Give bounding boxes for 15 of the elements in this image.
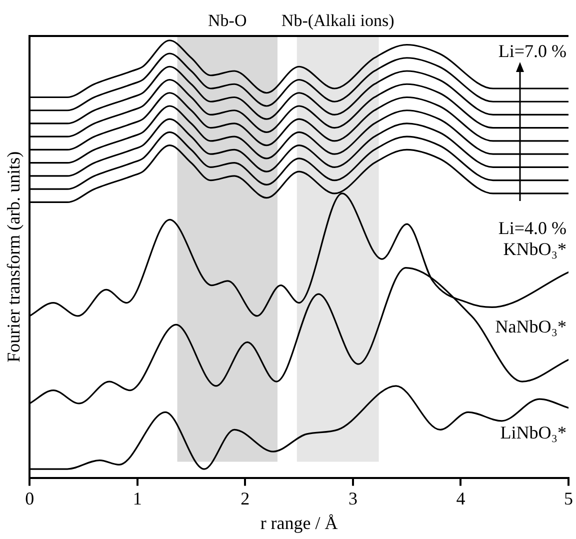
x-tick-label: 0 (25, 488, 34, 508)
y-axis-title: Fourier transform (arb. units) (4, 151, 24, 362)
series-label: LiNbO₃* (500, 422, 566, 443)
series-label: Li=4.0 % (498, 218, 566, 238)
band-label: Nb-(Alkali ions) (281, 10, 394, 30)
x-tick-label: 3 (348, 488, 358, 508)
band-label: Nb-O (208, 10, 247, 30)
series-label: NaNbO₃* (495, 316, 566, 336)
x-tick-label: 5 (564, 488, 573, 508)
x-tick-label: 1 (132, 488, 142, 508)
x-tick-label: 2 (240, 488, 250, 508)
series-label: KNbO₃* (503, 238, 566, 259)
x-tick-label: 4 (456, 488, 466, 508)
x-axis-title: r range / Å (260, 512, 338, 533)
series-label: Li=7.0 % (498, 41, 566, 62)
